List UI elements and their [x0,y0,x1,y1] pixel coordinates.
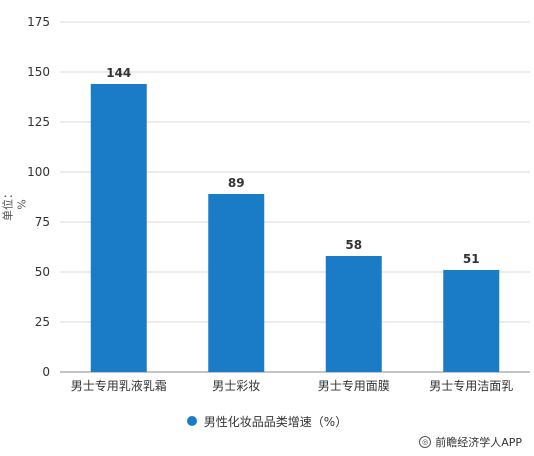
legend[interactable]: 男性化妆品品类增速（%） [0,411,534,431]
y-axis-label: 单位：% [1,188,29,221]
x-tick-label: 男士专用面膜 [318,378,390,393]
data-label: 144 [106,66,131,80]
legend-swatch [186,416,197,426]
y-tick-label: 25 [35,315,50,329]
bar [443,270,500,372]
bar [208,194,265,372]
legend-label: 男性化妆品品类增速（%） [203,414,348,429]
x-tick-label: 男士彩妆 [212,379,260,393]
wechat-icon: ◎ [419,436,432,448]
y-tick-label: 0 [42,365,50,379]
source-credit-text: 前瞻经济学人APP [435,436,522,449]
y-tick-label: 125 [27,115,50,129]
data-label: 51 [463,252,480,266]
data-label: 58 [345,238,362,252]
x-tick-label: 男士专用洁面乳 [429,378,513,393]
source-credit: ◎ 前瞻经济学人APP [419,434,522,450]
y-tick-label: 75 [35,215,50,229]
y-tick-label: 150 [27,65,50,79]
data-label: 89 [228,176,245,190]
y-tick-label: 50 [35,265,50,279]
bar [325,256,382,372]
x-tick-label: 男士专用乳液乳霜 [71,378,167,393]
y-tick-label: 175 [27,15,50,29]
y-tick-label: 100 [27,165,50,179]
bar [90,84,147,372]
